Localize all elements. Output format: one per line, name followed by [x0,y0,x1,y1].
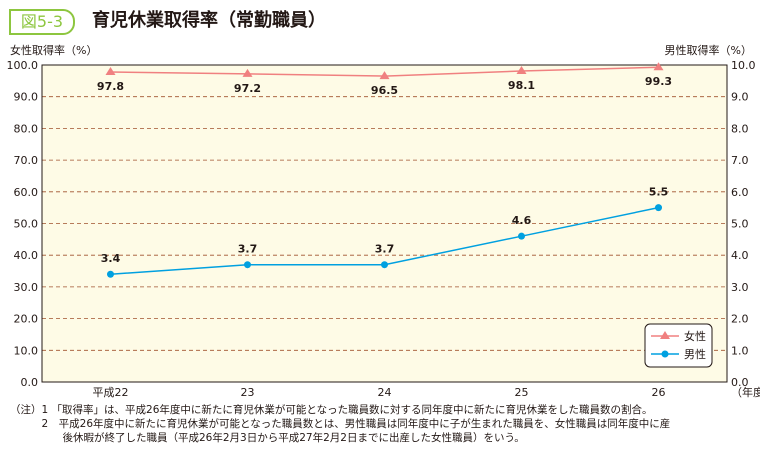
right-tick-label: 1.0 [731,344,749,357]
data-point-circle [107,270,114,278]
data-label: 99.3 [645,75,672,88]
right-tick-label: 10.0 [731,59,756,72]
x-tick-label: 平成22 [93,386,129,399]
line-chart: 0.0 0.0 10.0 1.0 20.0 2.0 30.0 3.0 40.0 4.0 50.0 5.… [7,59,760,399]
x-tick-label: 25 [515,386,529,399]
left-tick-label: 10.0 [14,344,39,357]
chart-title: 育児休業取得率（常勤職員） [92,10,326,31]
notes: （注）1 「取得率」は、平成26年度中に新たに育児休業が可能となった職員数に対す… [10,403,670,445]
data-label: 3.7 [238,243,258,256]
data-point-circle [381,261,388,269]
right-tick-label: 7.0 [731,154,749,167]
left-tick-label: 60.0 [14,186,39,199]
right-tick-label: 8.0 [731,122,749,135]
left-tick-label: 40.0 [14,249,39,262]
left-tick-label: 20.0 [14,313,39,326]
right-tick-label: 6.0 [731,186,749,199]
right-tick-label: 2.0 [731,313,749,326]
legend-circle-icon [661,350,669,358]
left-tick-label: 30.0 [14,281,39,294]
data-point-triangle [516,66,527,75]
left-tick-label: 50.0 [14,218,39,231]
legend-triangle-icon [660,331,670,339]
data-label: 3.4 [101,252,121,265]
data-label: 97.8 [97,80,124,93]
note-2-cont: 後休暇が終了した職員（平成26年2月3日から平成27年2月2日までに出産した女性… [10,432,525,444]
left-tick-label: 100.0 [7,59,39,72]
data-label: 5.5 [649,186,669,199]
data-point-triangle [379,71,390,80]
left-tick-label: 80.0 [14,122,39,135]
x-tick-label: 23 [241,386,255,399]
data-label: 3.7 [375,243,395,256]
data-label: 96.5 [371,84,398,97]
legend-label: 女性 [684,329,706,343]
legend [644,323,713,368]
note-2: 2 平成26年度中に新たに育児休業が可能となった職員数とは、男性職員は同年度中に… [10,418,671,430]
x-tick-label: 26 [652,386,666,399]
data-point-circle [518,232,525,240]
legend-label: 男性 [684,347,706,361]
figure-badge: 図5-3 [9,9,75,35]
right-axis-label: 男性取得率（%） [664,44,752,57]
note-1: （注）1 「取得率」は、平成26年度中に新たに育児休業が可能となった職員数に対す… [10,404,653,416]
right-tick-label: 0.0 [731,376,749,389]
left-tick-label: 90.0 [14,91,39,104]
data-label: 97.2 [234,82,261,95]
right-tick-label: 3.0 [731,281,749,294]
right-tick-label: 9.0 [731,91,749,104]
data-point-triangle [242,68,253,77]
data-point-triangle [653,62,664,71]
plot-border [41,64,728,383]
left-axis-label: 女性取得率（%） [10,44,98,57]
left-tick-label: 70.0 [14,154,39,167]
data-point-circle [244,261,251,269]
data-label: 98.1 [508,79,535,92]
left-tick-label: 0.0 [21,376,39,389]
x-tick-label: 24 [378,386,392,399]
data-label: 4.6 [512,214,532,227]
right-tick-label: 4.0 [731,249,749,262]
right-tick-label: 5.0 [731,218,749,231]
data-point-circle [655,204,662,212]
x-axis-label: （年度） [731,385,760,399]
data-point-triangle [105,66,116,75]
